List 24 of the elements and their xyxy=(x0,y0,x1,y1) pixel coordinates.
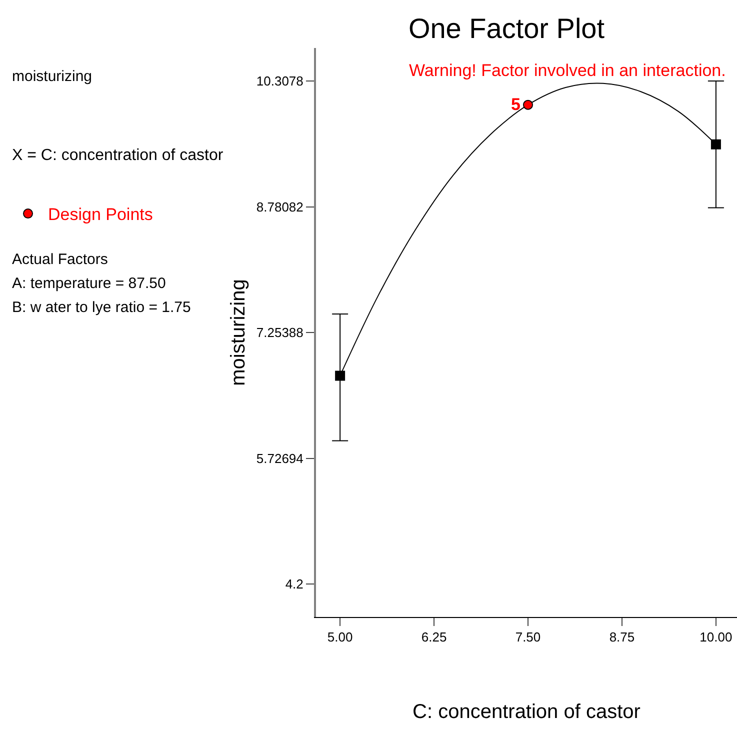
y-tick-label: 5.72694 xyxy=(256,450,304,466)
text: moisturizing xyxy=(12,68,92,85)
y-tick-label: 4.2 xyxy=(285,576,304,592)
text: B: w ater to lye ratio = 1.75 xyxy=(12,299,191,316)
point xyxy=(523,100,533,110)
point xyxy=(710,139,721,150)
y-tick-label: 7.25388 xyxy=(256,325,304,340)
x-tick-label: 6.25 xyxy=(421,630,447,645)
x-tick-label: 10.00 xyxy=(700,630,732,645)
x-axis-title: C: concentration of castor xyxy=(412,701,641,724)
text: X = C: concentration of castor xyxy=(12,147,224,164)
x-tick-label: 5.00 xyxy=(327,630,353,645)
text: Actual Factors xyxy=(12,251,108,268)
annotation: 5 xyxy=(511,95,520,114)
annotation: Warning! Factor involved in an interaction. xyxy=(409,61,726,80)
point xyxy=(335,370,346,381)
text: A: temperature = 87.50 xyxy=(12,275,166,292)
y-tick-label: 10.3078 xyxy=(256,74,304,89)
x-tick-label: 7.50 xyxy=(515,630,541,645)
y-axis-title: moisturizing xyxy=(227,279,250,386)
x-tick-label: 8.75 xyxy=(609,630,635,645)
legend-label: Design Points xyxy=(48,205,153,224)
y-tick-label: 8.78082 xyxy=(256,199,304,214)
chart-title: One Factor Plot xyxy=(408,12,605,44)
